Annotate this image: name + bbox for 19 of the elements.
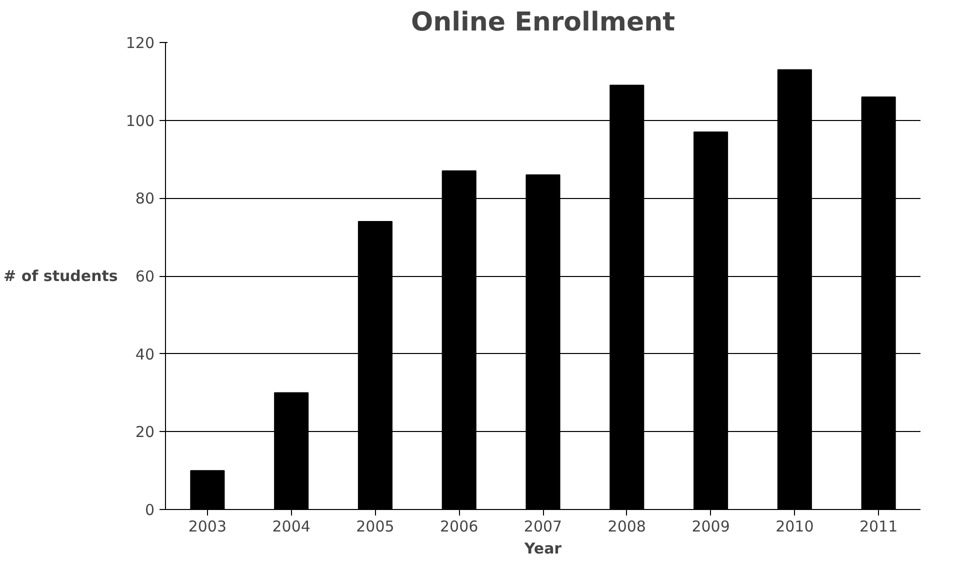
y-tick-label: 100 bbox=[126, 112, 155, 130]
x-tick-label: 2006 bbox=[440, 518, 478, 536]
x-tick-label: 2007 bbox=[524, 518, 562, 536]
y-tick-label: 20 bbox=[135, 423, 155, 442]
y-tick-label: 120 bbox=[126, 34, 155, 52]
y-tick-label: 0 bbox=[144, 501, 155, 519]
x-tick-label: 2005 bbox=[356, 518, 394, 536]
x-tick-label: 2009 bbox=[692, 518, 730, 536]
x-tick-label: 2003 bbox=[188, 518, 227, 536]
x-tick-label: 2011 bbox=[859, 518, 898, 536]
y-axis-title: # of students bbox=[4, 267, 118, 285]
x-tick-label: 2008 bbox=[608, 518, 646, 536]
y-tick-label: 80 bbox=[135, 190, 155, 208]
y-tick-label: 40 bbox=[135, 345, 155, 364]
y-tick-label: 60 bbox=[135, 268, 155, 286]
x-tick-label: 2004 bbox=[272, 518, 310, 536]
x-axis-title: Year bbox=[523, 540, 562, 558]
x-tick-label: 2010 bbox=[776, 518, 814, 536]
chart-title: Online Enrollment bbox=[410, 8, 676, 38]
